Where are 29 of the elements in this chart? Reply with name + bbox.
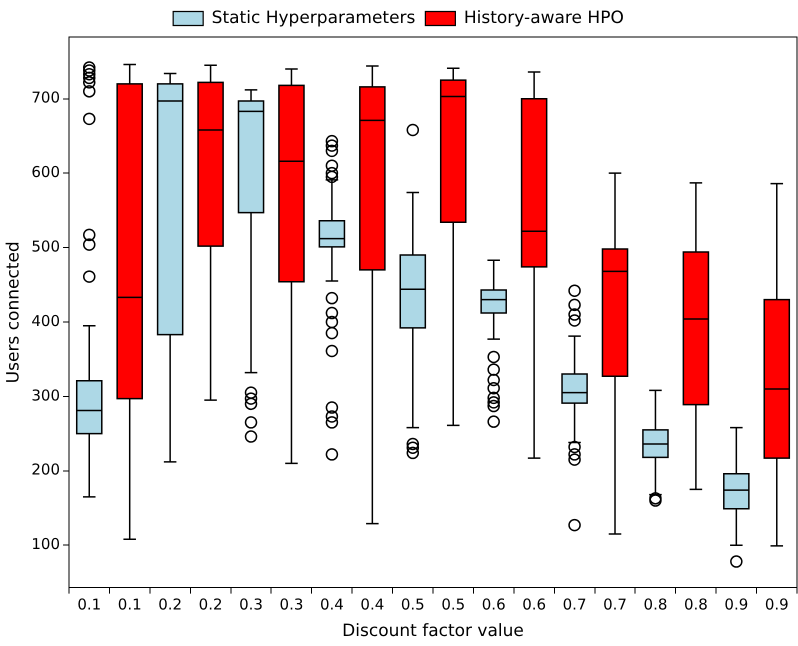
y-tick-label: 400 (31, 312, 60, 330)
x-tick-label: 0.5 (441, 595, 466, 614)
x-tick-label: 0.2 (158, 595, 182, 614)
x-tick-label: 0.9 (764, 595, 789, 614)
x-axis-title: Discount factor value (342, 621, 524, 642)
x-tick-label: 0.7 (562, 595, 586, 614)
x-tick-label: 0.2 (198, 595, 223, 614)
x-tick-label: 0.8 (644, 595, 668, 614)
x-tick-label: 0.7 (603, 595, 627, 614)
x-tick-label: 0.6 (522, 595, 546, 614)
x-tick-label: 0.3 (280, 595, 304, 614)
x-tick-label: 0.9 (724, 595, 748, 614)
y-axis-title: Users connected (4, 241, 24, 384)
legend-label: History-aware HPO (464, 8, 624, 28)
y-tick-label: 200 (31, 460, 60, 479)
x-tick-label: 0.1 (118, 595, 142, 614)
x-tick-label: 0.3 (239, 595, 263, 614)
x-tick-label: 0.4 (360, 595, 384, 614)
x-tick-label: 0.6 (482, 595, 506, 614)
x-tick-label: 0.4 (320, 595, 344, 614)
x-tick-label: 0.1 (77, 595, 102, 614)
y-tick-label: 100 (31, 535, 60, 554)
legend-label: Static Hyperparameters (212, 8, 416, 28)
y-tick-label: 700 (31, 88, 60, 107)
y-tick-label: 600 (31, 163, 60, 182)
x-tick-label: 0.5 (400, 595, 425, 614)
y-tick-label: 500 (31, 237, 60, 256)
x-tick-label: 0.8 (684, 595, 708, 614)
y-tick-label: 300 (31, 386, 60, 404)
